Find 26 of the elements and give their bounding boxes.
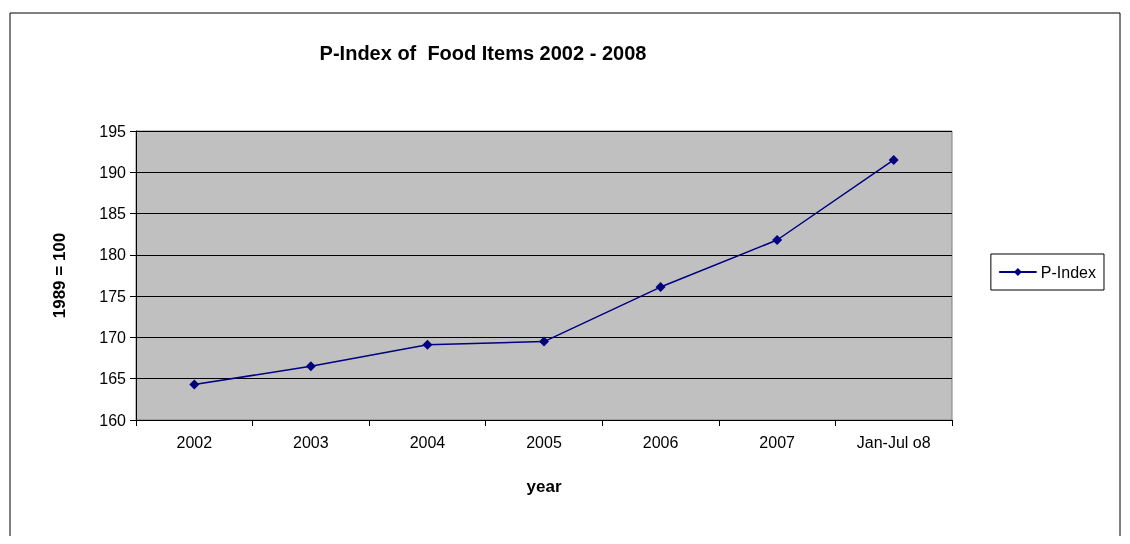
- chart-title: P-Index of Food Items 2002 - 2008: [319, 42, 647, 64]
- x-tick-label: 2007: [759, 433, 796, 451]
- y-tick-label: 175: [99, 287, 127, 305]
- point: [772, 234, 783, 245]
- x-tick-label: 2002: [176, 433, 213, 451]
- x-axis-title: year: [526, 477, 562, 496]
- x-tick-label: 2006: [642, 433, 679, 451]
- y-tick-label: 195: [99, 122, 127, 140]
- y-tick-label: 180: [99, 246, 127, 264]
- point: [655, 282, 666, 293]
- y-axis-title: 1989 = 100: [50, 232, 69, 319]
- x-tick-label: 2003: [293, 433, 329, 451]
- y-tick-label: 160: [99, 411, 127, 429]
- x-tick-label: Jan-Jul o8: [856, 433, 931, 451]
- point: [189, 379, 200, 390]
- point: [422, 339, 433, 350]
- y-tick-label: 165: [99, 370, 127, 388]
- point: [539, 336, 549, 347]
- legend-label: P-Index: [1040, 263, 1096, 281]
- point: [888, 154, 899, 165]
- y-tick-label: 185: [99, 205, 127, 223]
- point: [305, 361, 316, 372]
- y-tick-label: 190: [99, 163, 127, 181]
- y-tick-label: 170: [99, 328, 127, 346]
- x-tick-label: 2004: [409, 433, 446, 451]
- x-tick-label: 2005: [526, 433, 562, 451]
